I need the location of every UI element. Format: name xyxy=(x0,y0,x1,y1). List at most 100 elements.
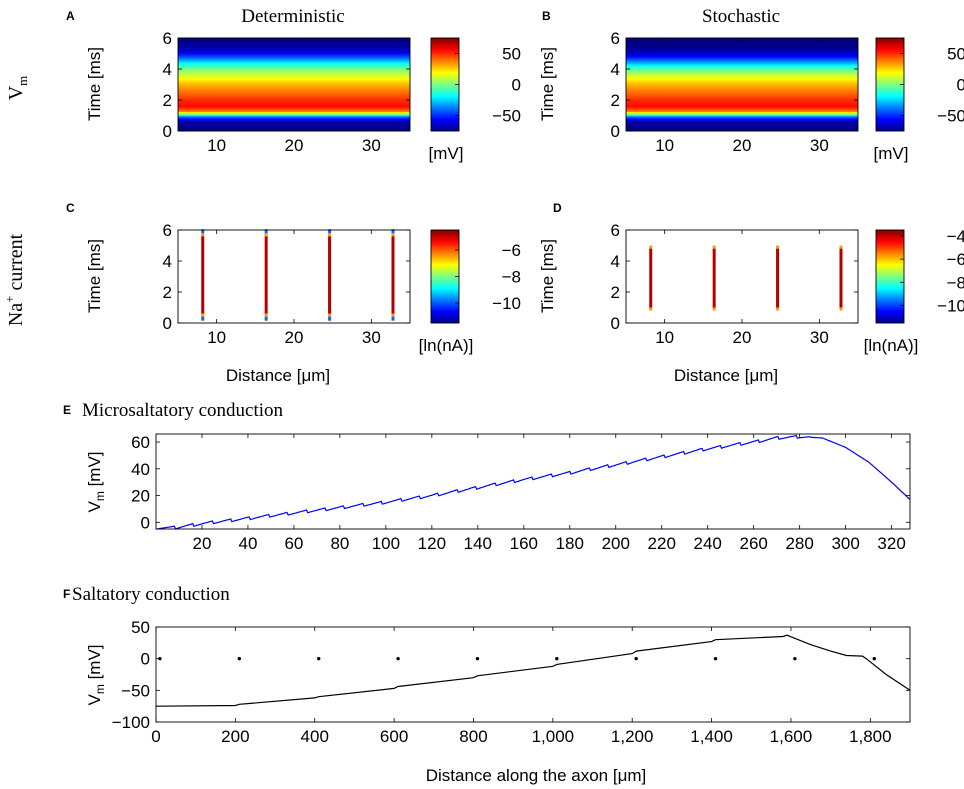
heatmap-cell xyxy=(178,69,410,72)
heatmap-cell xyxy=(178,91,410,94)
stripe-tip xyxy=(391,233,395,237)
x-tick-label: 120 xyxy=(418,534,446,553)
y-tick-label: 6 xyxy=(611,221,620,240)
x-axis-label: Distance along the axon [μm] xyxy=(426,766,647,785)
heatmap-cell xyxy=(626,63,858,66)
heatmap-cell xyxy=(178,88,410,91)
series-line xyxy=(155,634,911,707)
heatmap-cell xyxy=(626,105,858,108)
y-tick-label: 0 xyxy=(141,513,150,532)
heatmap-cell xyxy=(178,85,410,88)
heatmap-cell xyxy=(626,123,858,126)
x-tick-label: 600 xyxy=(380,727,408,746)
x-tick-label: 20 xyxy=(285,136,304,155)
stripe xyxy=(649,248,653,308)
stripe xyxy=(712,248,716,308)
heatmap-cell xyxy=(178,94,410,97)
x-tick-label: 200 xyxy=(602,534,630,553)
heatmap-area: 10 20 30 0 2 4 6 −6 −8 −10 xyxy=(163,221,521,347)
x-tick-label: 20 xyxy=(193,534,212,553)
plot-frame xyxy=(155,433,911,530)
panel-e: E Microsaltatory conduction 20 40 60 80 100 1… xyxy=(63,400,911,553)
panel-title: Saltatory conduction xyxy=(72,584,230,605)
x-tick-label: 10 xyxy=(207,136,226,155)
x-tick-label: 100 xyxy=(372,534,400,553)
stripe-tip xyxy=(776,307,780,311)
heatmap-cell xyxy=(178,108,410,111)
stripe xyxy=(839,248,843,308)
heatmap-cell xyxy=(626,66,858,69)
stripe-tip xyxy=(264,233,268,237)
stripe-tip xyxy=(649,245,653,249)
heatmap-cell xyxy=(178,100,410,103)
plot-frame xyxy=(155,626,911,723)
heatmap-cell xyxy=(178,96,410,99)
panel-letter: D xyxy=(553,201,562,215)
heatmap-cell xyxy=(178,60,410,63)
y-tick-label: 2 xyxy=(611,283,620,302)
heatmap-cell xyxy=(626,117,858,120)
heatmap-cell xyxy=(178,82,410,85)
heatmap-cell xyxy=(626,114,858,117)
stripe xyxy=(328,236,332,314)
heatmap-cell xyxy=(178,73,410,76)
heatmap-cell xyxy=(178,61,410,64)
y-axis-label: Time [ms] xyxy=(538,47,557,121)
colorbar-tick-label: −50 xyxy=(492,107,521,126)
x-tick-label: 160 xyxy=(510,534,538,553)
row-label-na-current: Na+ current xyxy=(2,233,27,326)
stripe-edge xyxy=(264,316,268,321)
stripe-edge xyxy=(328,229,332,234)
heatmap-cell xyxy=(626,70,858,73)
x-tick-label: 40 xyxy=(238,534,257,553)
heatmap-cell xyxy=(178,93,410,96)
x-tick-label: 200 xyxy=(221,727,249,746)
heatmap-cell xyxy=(626,124,858,127)
y-tick-label: 6 xyxy=(611,29,620,48)
heatmap-cell xyxy=(178,70,410,73)
stripe-edge xyxy=(264,229,268,234)
colorbar xyxy=(875,37,905,132)
heatmap-cell xyxy=(626,88,858,91)
stripe-tip xyxy=(839,245,843,249)
x-tick-label: 180 xyxy=(556,534,584,553)
heatmap-cell xyxy=(626,115,858,118)
heatmap-cell xyxy=(626,85,858,88)
y-tick-label: 6 xyxy=(163,29,172,48)
stripe-tip xyxy=(201,313,205,317)
heatmap-cell xyxy=(178,66,410,69)
y-tick-label: 0 xyxy=(141,650,150,669)
heatmap-cell xyxy=(626,67,858,70)
stripe xyxy=(264,236,268,314)
heatmap-cell xyxy=(626,75,858,78)
y-axis-label: Time [ms] xyxy=(85,239,104,313)
x-tick-label: 300 xyxy=(831,534,859,553)
heatmap-cell xyxy=(626,49,858,52)
stripe-tip xyxy=(328,233,332,237)
x-tick-label: 1,800 xyxy=(849,727,892,746)
heatmap-cell xyxy=(178,49,410,52)
y-tick-label: −100 xyxy=(112,713,150,732)
heatmap-cell xyxy=(178,97,410,100)
y-tick-label: 2 xyxy=(163,91,172,110)
heatmap-cell xyxy=(626,60,858,63)
x-tick-label: 20 xyxy=(285,328,304,347)
x-tick-label: 240 xyxy=(694,534,722,553)
heatmap-cell xyxy=(178,103,410,106)
heatmap-cell xyxy=(626,72,858,75)
heatmap-cell xyxy=(178,121,410,124)
heatmap-cell xyxy=(178,90,410,93)
heatmap-cell xyxy=(626,111,858,114)
heatmap-cell xyxy=(178,117,410,120)
heatmap-area: 10 20 30 0 2 4 6 50 0 −50 xyxy=(163,29,521,155)
heatmap-cell xyxy=(626,58,858,61)
heatmap-cell xyxy=(626,91,858,94)
heatmap-cell xyxy=(178,123,410,126)
heatmap-cell xyxy=(178,75,410,78)
colorbar-unit: [mV] xyxy=(429,144,464,163)
colorbar-tick-label: −6 xyxy=(947,250,964,269)
colorbar-tick-label: 50 xyxy=(502,45,521,64)
y-tick-label: 2 xyxy=(611,91,620,110)
heatmap-cell xyxy=(626,55,858,58)
